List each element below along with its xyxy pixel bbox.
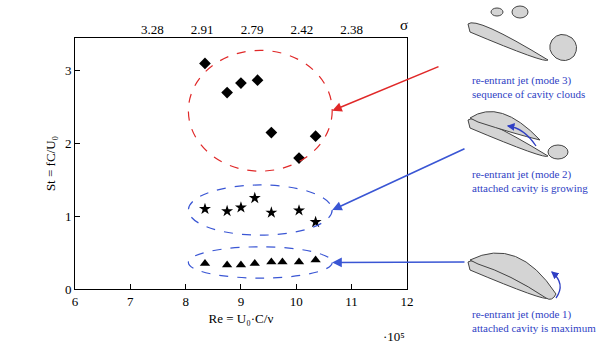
svg-text:Re = U₀·C/ν: Re = U₀·C/ν [209, 311, 274, 326]
svg-text:re-entrant jet (mode 3)sequenc: re-entrant jet (mode 3)sequence of cavit… [472, 74, 585, 100]
svg-text:9: 9 [238, 294, 245, 309]
svg-text:6: 6 [72, 294, 79, 309]
svg-text:10: 10 [290, 294, 303, 309]
svg-text:2.79: 2.79 [241, 22, 264, 37]
svg-text:σ: σ [400, 17, 408, 33]
svg-text:0: 0 [65, 282, 72, 297]
svg-text:2: 2 [65, 136, 72, 151]
svg-text:re-entrant jet (mode 1)attache: re-entrant jet (mode 1)attached cavity i… [472, 308, 596, 334]
svg-text:3.28: 3.28 [141, 22, 164, 37]
svg-text:3: 3 [65, 63, 72, 78]
svg-text:2.91: 2.91 [191, 22, 214, 37]
svg-text:8: 8 [182, 294, 189, 309]
svg-text:St = fC/U₀: St = fC/U₀ [43, 136, 58, 191]
svg-text:2.38: 2.38 [340, 22, 363, 37]
svg-text:11: 11 [345, 294, 358, 309]
svg-text:1: 1 [65, 209, 72, 224]
svg-text:7: 7 [127, 294, 134, 309]
svg-text:2.42: 2.42 [290, 22, 313, 37]
svg-text:re-entrant jet (mode 2)attache: re-entrant jet (mode 2)attached cavity i… [472, 168, 588, 194]
svg-text:12: 12 [400, 294, 413, 309]
svg-text:·10⁵: ·10⁵ [383, 329, 405, 344]
